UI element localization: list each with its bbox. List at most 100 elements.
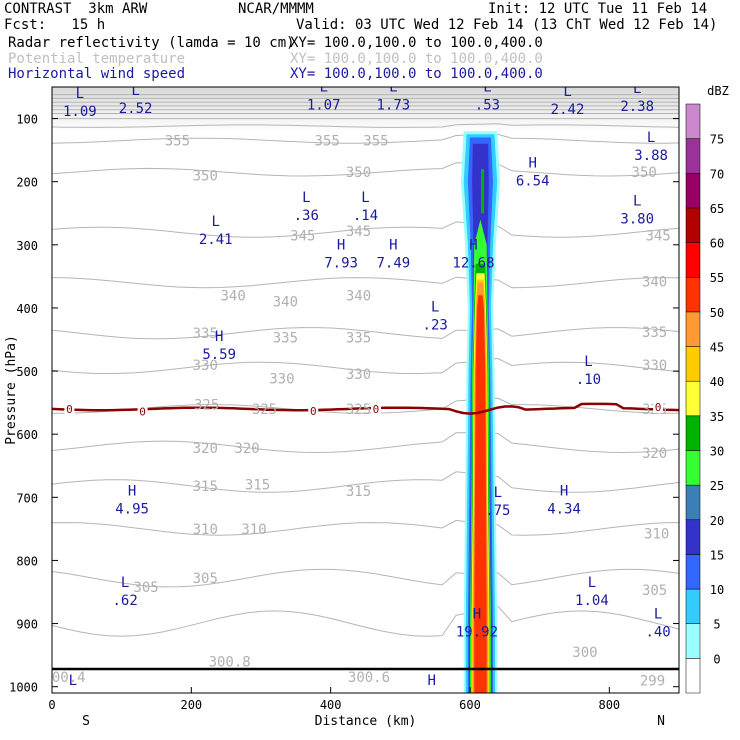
theta-label: 335 — [346, 331, 371, 347]
y-tick-label: 500 — [16, 365, 38, 379]
colorbar-level-label: 0 — [713, 652, 720, 666]
wind-extremum-marker: H — [128, 484, 136, 500]
theta-label: 310 — [193, 522, 218, 538]
zero-label-bg — [653, 400, 664, 414]
y-tick-label: 600 — [16, 428, 38, 442]
colorbar-swatch — [685, 450, 701, 486]
wind-extremum-value: 7.71 — [415, 691, 449, 707]
south-end-label: S — [82, 714, 90, 729]
colorbar-swatch — [685, 554, 701, 590]
x-axis-label: Distance (km) — [315, 714, 417, 729]
theta-label: 300 — [572, 645, 597, 661]
colorbar-swatch — [685, 588, 701, 624]
x-tick-label: 400 — [320, 698, 342, 712]
colorbar-level-label: 70 — [710, 167, 724, 181]
theta-label: 310 — [644, 526, 669, 542]
colorbar-swatch — [685, 484, 701, 521]
theta-label: 320 — [642, 446, 667, 462]
wind-extremum-marker: L — [563, 84, 571, 100]
zero-isotherm-label: 0 — [373, 403, 380, 416]
theta-label: 315 — [245, 478, 270, 494]
wind-extremum-value: .14 — [353, 208, 378, 224]
zero-isotherm-label: 0 — [139, 405, 146, 418]
colorbar-level-label: 55 — [710, 271, 724, 285]
theta-contour — [52, 519, 679, 536]
colorbar-level-label: 35 — [710, 410, 724, 424]
wind-extremum-value: 6.54 — [516, 173, 550, 189]
theta-contour — [52, 432, 679, 454]
reflectivity-band — [474, 295, 487, 693]
wind-extremum-value: .11 — [60, 691, 85, 707]
colorbar-level-label: 15 — [710, 548, 724, 562]
wind-extremum-value: 1.04 — [575, 593, 609, 609]
wind-extremum-marker: L — [654, 607, 662, 623]
wind-extremum-marker: L — [131, 83, 139, 99]
colorbar-swatch — [685, 311, 701, 347]
y-tick-label: 300 — [16, 239, 38, 253]
wind-extremum-value: 1.09 — [63, 104, 97, 120]
valid-time: Valid: 03 UTC Wed 12 Feb 14 (13 ChT Wed … — [296, 17, 718, 33]
y-tick-label: 700 — [16, 491, 38, 505]
colorbar-level-label: 20 — [710, 514, 724, 528]
zero-isotherm-labels: 0 0 0 0 0 — [64, 400, 664, 418]
zero-label-bg — [64, 401, 75, 415]
wind-extremum-value: 7.93 — [324, 255, 358, 271]
plot-frame — [51, 86, 680, 694]
colorbar-swatch — [685, 242, 701, 278]
colorbar-swatch — [685, 415, 701, 451]
theta-label: 305 — [133, 580, 158, 596]
wind-extremum-value: .23 — [423, 317, 448, 333]
wind-extremum-value: 4.95 — [115, 502, 149, 518]
colorbar-level-label: 30 — [710, 444, 724, 458]
colorbar-level-label: 25 — [710, 479, 724, 493]
colorbar-level-label: 50 — [710, 306, 724, 320]
y-tick-label: 1000 — [9, 681, 38, 695]
y-tick-label: 100 — [16, 113, 38, 127]
wind-extremum-value: 2.42 — [551, 102, 585, 118]
theta-label: 325 — [194, 398, 219, 414]
wind-extremum-marker: L — [633, 81, 641, 97]
theta-label: 330 — [642, 358, 667, 374]
y-tick-label: 800 — [16, 554, 38, 568]
wind-extremum-marker: L — [121, 575, 129, 591]
colorbar-level-label: 45 — [710, 341, 724, 355]
theta-contour — [52, 471, 679, 493]
wind-extremum-marker: H — [528, 155, 536, 171]
theta-label: 325 — [252, 402, 277, 418]
zero-isotherm-label: 0 — [66, 403, 73, 416]
theta-label: 355 — [165, 134, 190, 150]
colorbar-swatch — [685, 276, 701, 313]
colorbar-swatch — [685, 346, 701, 382]
theta-contour — [52, 357, 679, 375]
theta-contour — [52, 327, 679, 340]
colorbar-level-label: 40 — [710, 375, 724, 389]
wind-extremum-marker: L — [483, 80, 491, 96]
wind-extremum-value: 10.33 — [588, 713, 630, 729]
axes: 100 200 300 400 500 600 700 800 900 1000 0 200 400 60… — [4, 113, 679, 729]
wind-speed-extrema: L 1.09 L 2.52 L 1.07 L 1.73 L .53 L 2.42 L 2.38 L 3.88 H… — [60, 80, 670, 729]
theta-labels: 355 355 355 350 350 350 345 345 345 340 340 340 340 3… — [52, 134, 671, 693]
x-tick-label: 600 — [459, 698, 481, 712]
y-tick-label: 400 — [16, 302, 38, 316]
theta-label: 345 — [645, 228, 670, 244]
theta-contour — [52, 568, 679, 588]
forecast-hour: Fcst: 15 h — [4, 17, 106, 33]
colorbar-level-label: 10 — [710, 583, 724, 597]
wind-extremum-marker: H — [337, 237, 345, 253]
theta-label: 305 — [642, 583, 667, 599]
colorbar-swatch — [685, 623, 701, 659]
colorbar-swatch — [685, 103, 701, 139]
colorbar-unit: dBZ — [707, 84, 729, 98]
field-2-name: Potential temperature — [8, 51, 186, 67]
colorbar-swatch — [685, 519, 701, 555]
colorbar-level-label: 75 — [710, 133, 724, 147]
init-time: Init: 12 UTC Tue 11 Feb 14 — [488, 1, 708, 17]
wind-extremum-marker: H — [215, 329, 223, 345]
wind-extremum-value: 2.38 — [620, 99, 654, 115]
wind-extremum-marker: L — [76, 86, 84, 102]
theta-label: 325 — [346, 402, 371, 418]
theta-label: 350 — [346, 165, 371, 181]
wind-extremum-value: 4.34 — [547, 502, 581, 518]
colorbar-swatch — [685, 658, 701, 694]
wind-extremum-marker: L — [319, 80, 327, 96]
